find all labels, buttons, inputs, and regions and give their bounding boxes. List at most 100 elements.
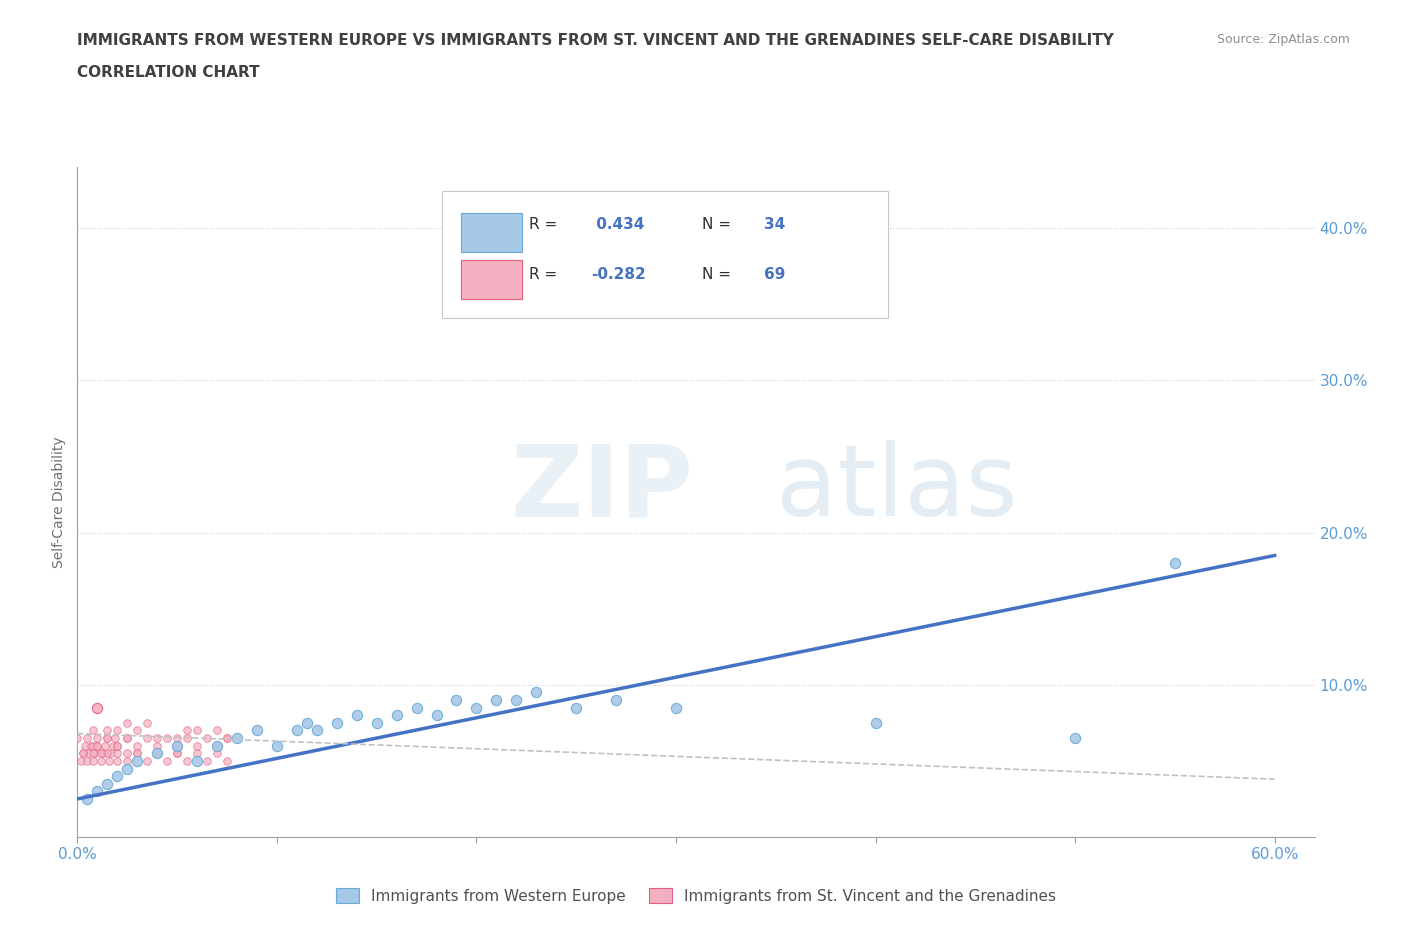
Point <box>266 738 288 753</box>
Point <box>82 746 104 761</box>
Point <box>425 708 447 723</box>
Point <box>166 746 188 761</box>
Point <box>96 723 118 737</box>
Point <box>605 693 627 708</box>
Point <box>96 731 118 746</box>
Point <box>115 753 138 768</box>
Point <box>1164 555 1187 570</box>
Point <box>105 723 128 737</box>
Point <box>127 723 149 737</box>
Point <box>115 731 138 746</box>
Point <box>146 738 169 753</box>
Text: -0.282: -0.282 <box>591 267 645 282</box>
Point <box>136 731 159 746</box>
Point <box>405 700 427 715</box>
Point <box>86 784 108 799</box>
Point <box>136 715 159 730</box>
Point <box>105 738 128 753</box>
Point <box>176 723 198 737</box>
Y-axis label: Self-Care Disability: Self-Care Disability <box>52 436 66 568</box>
Text: IMMIGRANTS FROM WESTERN EUROPE VS IMMIGRANTS FROM ST. VINCENT AND THE GRENADINES: IMMIGRANTS FROM WESTERN EUROPE VS IMMIGR… <box>77 33 1114 47</box>
Point <box>136 753 159 768</box>
Point <box>84 746 107 761</box>
Point <box>86 738 108 753</box>
Point <box>75 738 97 753</box>
Point <box>1064 731 1087 746</box>
Point <box>226 731 249 746</box>
Point <box>127 746 149 761</box>
Point <box>176 753 198 768</box>
Text: ZIP: ZIP <box>510 440 693 538</box>
Point <box>115 731 138 746</box>
Point <box>105 746 128 761</box>
Point <box>186 738 208 753</box>
Text: R =: R = <box>529 217 557 232</box>
Point <box>765 289 787 304</box>
Point <box>146 746 169 761</box>
Point <box>176 731 198 746</box>
Point <box>96 777 118 791</box>
Point <box>70 753 93 768</box>
Point <box>115 761 138 776</box>
Point <box>96 746 118 761</box>
Point <box>215 731 238 746</box>
Point <box>385 708 408 723</box>
Point <box>72 746 94 761</box>
Point <box>524 685 547 700</box>
Point <box>76 753 98 768</box>
Point <box>186 723 208 737</box>
Point <box>105 753 128 768</box>
Point <box>665 700 688 715</box>
Point <box>127 746 149 761</box>
Point <box>82 753 104 768</box>
Point <box>505 693 527 708</box>
Text: 34: 34 <box>763 217 786 232</box>
Point <box>366 715 388 730</box>
Point <box>166 731 188 746</box>
Text: N =: N = <box>702 267 731 282</box>
Point <box>215 731 238 746</box>
Point <box>91 746 114 761</box>
Point <box>205 738 228 753</box>
Point <box>156 753 179 768</box>
Point <box>215 753 238 768</box>
Text: R =: R = <box>529 267 557 282</box>
Point <box>80 738 103 753</box>
Text: 0.434: 0.434 <box>591 217 644 232</box>
Point <box>186 746 208 761</box>
Point <box>115 715 138 730</box>
Point <box>146 746 169 761</box>
Point <box>79 746 101 761</box>
Point <box>82 723 104 737</box>
Point <box>104 731 127 746</box>
Point <box>305 723 328 737</box>
Text: Source: ZipAtlas.com: Source: ZipAtlas.com <box>1216 33 1350 46</box>
Text: 69: 69 <box>763 267 786 282</box>
Point <box>295 715 318 730</box>
Point <box>205 746 228 761</box>
Text: atlas: atlas <box>776 440 1018 538</box>
Point <box>98 753 121 768</box>
Point <box>446 693 468 708</box>
Point <box>96 731 118 746</box>
Point <box>86 738 108 753</box>
Point <box>127 738 149 753</box>
Point <box>72 746 94 761</box>
Point <box>195 731 218 746</box>
FancyBboxPatch shape <box>461 213 522 252</box>
Point <box>485 693 508 708</box>
Point <box>100 746 122 761</box>
Point <box>346 708 368 723</box>
Point <box>326 715 349 730</box>
Point <box>166 746 188 761</box>
Point <box>103 738 125 753</box>
Point <box>865 715 887 730</box>
Point <box>66 731 89 746</box>
Point <box>166 738 188 753</box>
FancyBboxPatch shape <box>461 259 522 299</box>
Point <box>76 791 98 806</box>
Point <box>90 746 112 761</box>
Point <box>146 731 169 746</box>
Point <box>205 723 228 737</box>
FancyBboxPatch shape <box>443 191 887 318</box>
